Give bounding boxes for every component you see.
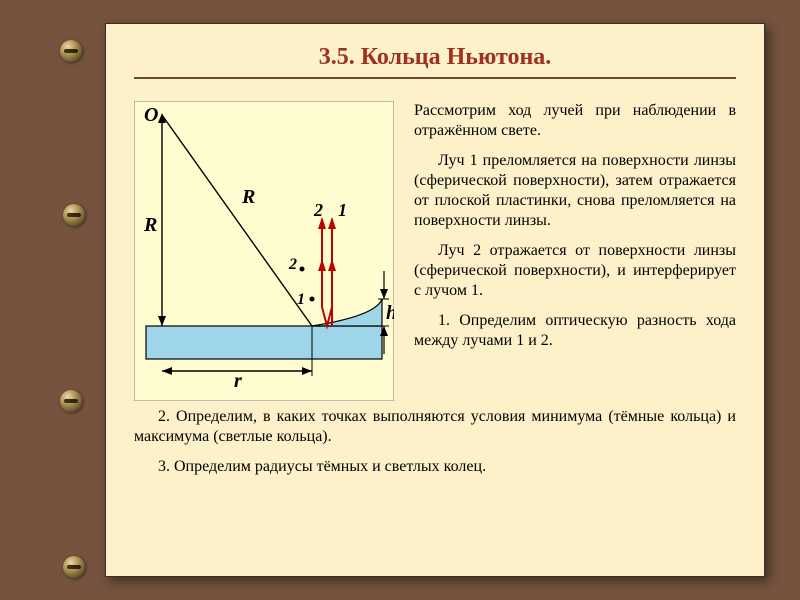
para-1: Рассмотрим ход лучей при наблюдении в от… — [414, 101, 736, 141]
label-r: r — [234, 370, 242, 392]
label-R-diag: R — [241, 186, 255, 208]
para-3: Луч 2 отражается от поверхности линзы (с… — [414, 241, 736, 301]
label-h: h — [386, 302, 394, 324]
rivet — [60, 390, 82, 412]
para-5: 2. Определим, в каких точках выполняются… — [134, 407, 736, 447]
content-row: O R R 2 1 1 2 r h Рассмотрим ход лучей п… — [134, 101, 736, 401]
para-2: Луч 1 преломляется на поверхности линзы … — [414, 151, 736, 231]
label-pt1: 1 — [297, 291, 305, 308]
slide: 3.5. Кольца Ньютона. — [105, 23, 765, 577]
rivet — [60, 40, 82, 62]
text-column: Рассмотрим ход лучей при наблюдении в от… — [414, 101, 736, 401]
slide-title: 3.5. Кольца Ньютона. — [134, 44, 736, 71]
label-R-left: R — [143, 214, 157, 236]
diagram: O R R 2 1 1 2 r h — [134, 101, 394, 401]
below-text: 2. Определим, в каких точках выполняются… — [134, 407, 736, 477]
para-4: 1. Определим оптическую разность хода ме… — [414, 311, 736, 351]
divider — [134, 77, 736, 79]
para-6: 3. Определим радиусы тёмных и светлых ко… — [134, 457, 736, 477]
rivet — [63, 204, 85, 226]
rivet — [63, 556, 85, 578]
label-pt2: 2 — [288, 256, 297, 273]
label-ray1-top: 1 — [338, 200, 347, 220]
label-O: O — [144, 104, 158, 126]
label-ray2-top: 2 — [313, 200, 323, 220]
